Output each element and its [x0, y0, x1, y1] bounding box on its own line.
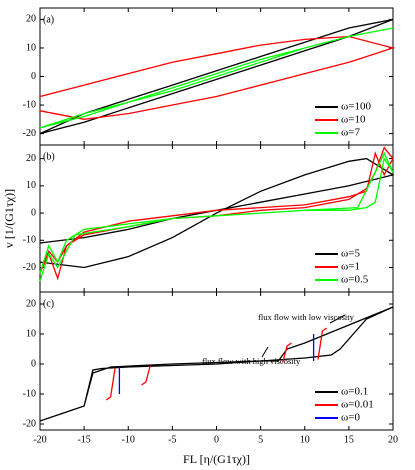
y-tick-label: -20	[23, 418, 36, 429]
annotation-arrow	[261, 346, 269, 358]
x-tick-label: -5	[168, 434, 176, 445]
y-tick-label: -20	[23, 262, 36, 273]
y-tick-label: 20	[26, 298, 36, 309]
y-tick-label: 10	[26, 328, 36, 339]
legend-label: ω=10	[341, 114, 366, 126]
x-tick-label: -15	[77, 434, 90, 445]
y-axis-label: v [1/(G1τχ)]	[2, 189, 16, 248]
series-line	[39, 18, 394, 135]
series-line	[105, 327, 328, 401]
x-tick-label: 5	[258, 434, 263, 445]
annotation: flux flow with low viscosity	[258, 312, 355, 322]
x-tick-label: 0	[214, 434, 219, 445]
panel-label: (b)	[43, 151, 55, 162]
y-tick-label: 0	[31, 358, 36, 369]
legend-label: ω=0.5	[341, 274, 369, 286]
annotation-arrow	[329, 314, 346, 324]
legend-label: ω=100	[341, 101, 371, 113]
legend-label: ω=0	[341, 412, 360, 424]
series-line	[39, 151, 394, 282]
y-tick-label: -10	[23, 99, 36, 110]
panel-label: (a)	[43, 14, 54, 25]
series-line	[39, 35, 396, 120]
y-tick-label: 10	[26, 42, 36, 53]
y-tick-label: -10	[23, 388, 36, 399]
x-axis-label: FL [η/(G1τχ)]	[183, 452, 250, 466]
annotation: flux flow with high viscosity	[202, 356, 301, 366]
legend-label: ω=0.1	[341, 386, 368, 398]
x-tick-label: -10	[122, 434, 135, 445]
y-tick-label: 20	[26, 153, 36, 164]
legend-label: ω=0.01	[341, 399, 374, 411]
x-tick-label: -20	[33, 434, 46, 445]
legend-label: ω=5	[341, 248, 360, 260]
x-tick-label: 10	[300, 434, 310, 445]
series-line	[39, 27, 394, 129]
y-tick-label: -10	[23, 235, 36, 246]
series-line	[39, 306, 394, 422]
y-tick-label: 10	[26, 180, 36, 191]
x-tick-label: 20	[388, 434, 398, 445]
y-tick-label: -20	[23, 128, 36, 139]
x-tick-label: 15	[344, 434, 354, 445]
legend-label: ω=1	[341, 261, 360, 273]
y-tick-label: 0	[31, 207, 36, 218]
y-tick-label: 0	[31, 71, 36, 82]
panel-label: (c)	[43, 298, 54, 309]
series-line	[118, 334, 315, 394]
y-tick-label: 20	[26, 14, 36, 25]
legend-label: ω=7	[341, 127, 360, 139]
